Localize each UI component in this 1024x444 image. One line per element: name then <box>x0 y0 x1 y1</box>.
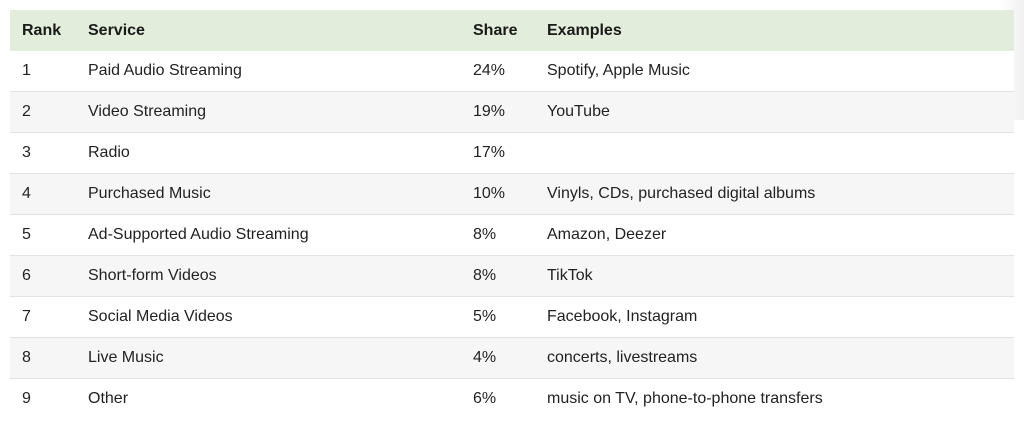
cell-share: 5% <box>462 296 537 338</box>
cell-share: 6% <box>462 378 537 419</box>
cell-examples: Vinyls, CDs, purchased digital albums <box>537 173 1014 215</box>
cell-rank: 3 <box>10 132 76 174</box>
cell-examples: YouTube <box>537 91 1014 133</box>
table-row: 7 Social Media Videos 5% Facebook, Insta… <box>10 296 1014 338</box>
cell-rank: 9 <box>10 378 76 419</box>
cell-examples: Spotify, Apple Music <box>547 62 690 79</box>
cell-examples <box>537 132 1014 174</box>
cell-share: 4% <box>462 337 537 379</box>
cell-share: 24% <box>473 62 506 79</box>
cell-rank: 8 <box>10 337 76 379</box>
table-row: 4 Purchased Music 10% Vinyls, CDs, purch… <box>10 173 1014 215</box>
cell-rank: 5 <box>10 214 76 256</box>
cell-rank: 2 <box>10 91 76 133</box>
table-row: 1 Paid Audio Streaming 24% Spotify, Appl… <box>10 51 1014 92</box>
cell-rank: 1 <box>22 62 31 79</box>
column-header-examples: Examples <box>547 21 622 39</box>
table-row: 8 Live Music 4% concerts, livestreams <box>10 337 1014 379</box>
cell-share: 8% <box>462 255 537 297</box>
cell-examples: TikTok <box>537 255 1014 297</box>
cell-service: Radio <box>76 132 462 174</box>
cell-examples: Amazon, Deezer <box>537 214 1014 256</box>
cell-rank: 6 <box>10 255 76 297</box>
table-row: 6 Short-form Videos 8% TikTok <box>10 255 1014 297</box>
table-header: Rank Service Share Examples <box>10 10 1014 51</box>
cell-examples: concerts, livestreams <box>537 337 1014 379</box>
music-listening-share-table-container: Rank Service Share Examples 1 Paid Audio… <box>10 10 1014 419</box>
table-row: 9 Other 6% music on TV, phone-to-phone t… <box>10 378 1014 419</box>
column-header-share: Share <box>473 21 518 39</box>
table-row: 5 Ad-Supported Audio Streaming 8% Amazon… <box>10 214 1014 256</box>
cell-share: 10% <box>462 173 537 215</box>
cell-service: Other <box>76 378 462 419</box>
cell-service: Short-form Videos <box>76 255 462 297</box>
cell-service: Paid Audio Streaming <box>88 62 242 79</box>
cell-rank: 4 <box>10 173 76 215</box>
table-row: 2 Video Streaming 19% YouTube <box>10 91 1014 133</box>
cell-service: Ad-Supported Audio Streaming <box>76 214 462 256</box>
cell-examples: music on TV, phone-to-phone transfers <box>537 378 1014 419</box>
table-row: 3 Radio 17% <box>10 132 1014 174</box>
cell-examples: Facebook, Instagram <box>537 296 1014 338</box>
cell-share: 8% <box>462 214 537 256</box>
column-header-rank: Rank <box>22 21 62 39</box>
cell-share: 19% <box>462 91 537 133</box>
cell-rank: 7 <box>10 296 76 338</box>
cell-service: Live Music <box>76 337 462 379</box>
cell-share: 17% <box>462 132 537 174</box>
music-listening-share-table: Rank Service Share Examples 1 Paid Audio… <box>10 10 1014 419</box>
cell-service: Social Media Videos <box>76 296 462 338</box>
cell-service: Purchased Music <box>76 173 462 215</box>
table-header-row: Rank Service Share Examples <box>10 10 1014 51</box>
column-header-service: Service <box>88 21 145 39</box>
cell-service: Video Streaming <box>76 91 462 133</box>
table-body: 1 Paid Audio Streaming 24% Spotify, Appl… <box>10 51 1014 419</box>
